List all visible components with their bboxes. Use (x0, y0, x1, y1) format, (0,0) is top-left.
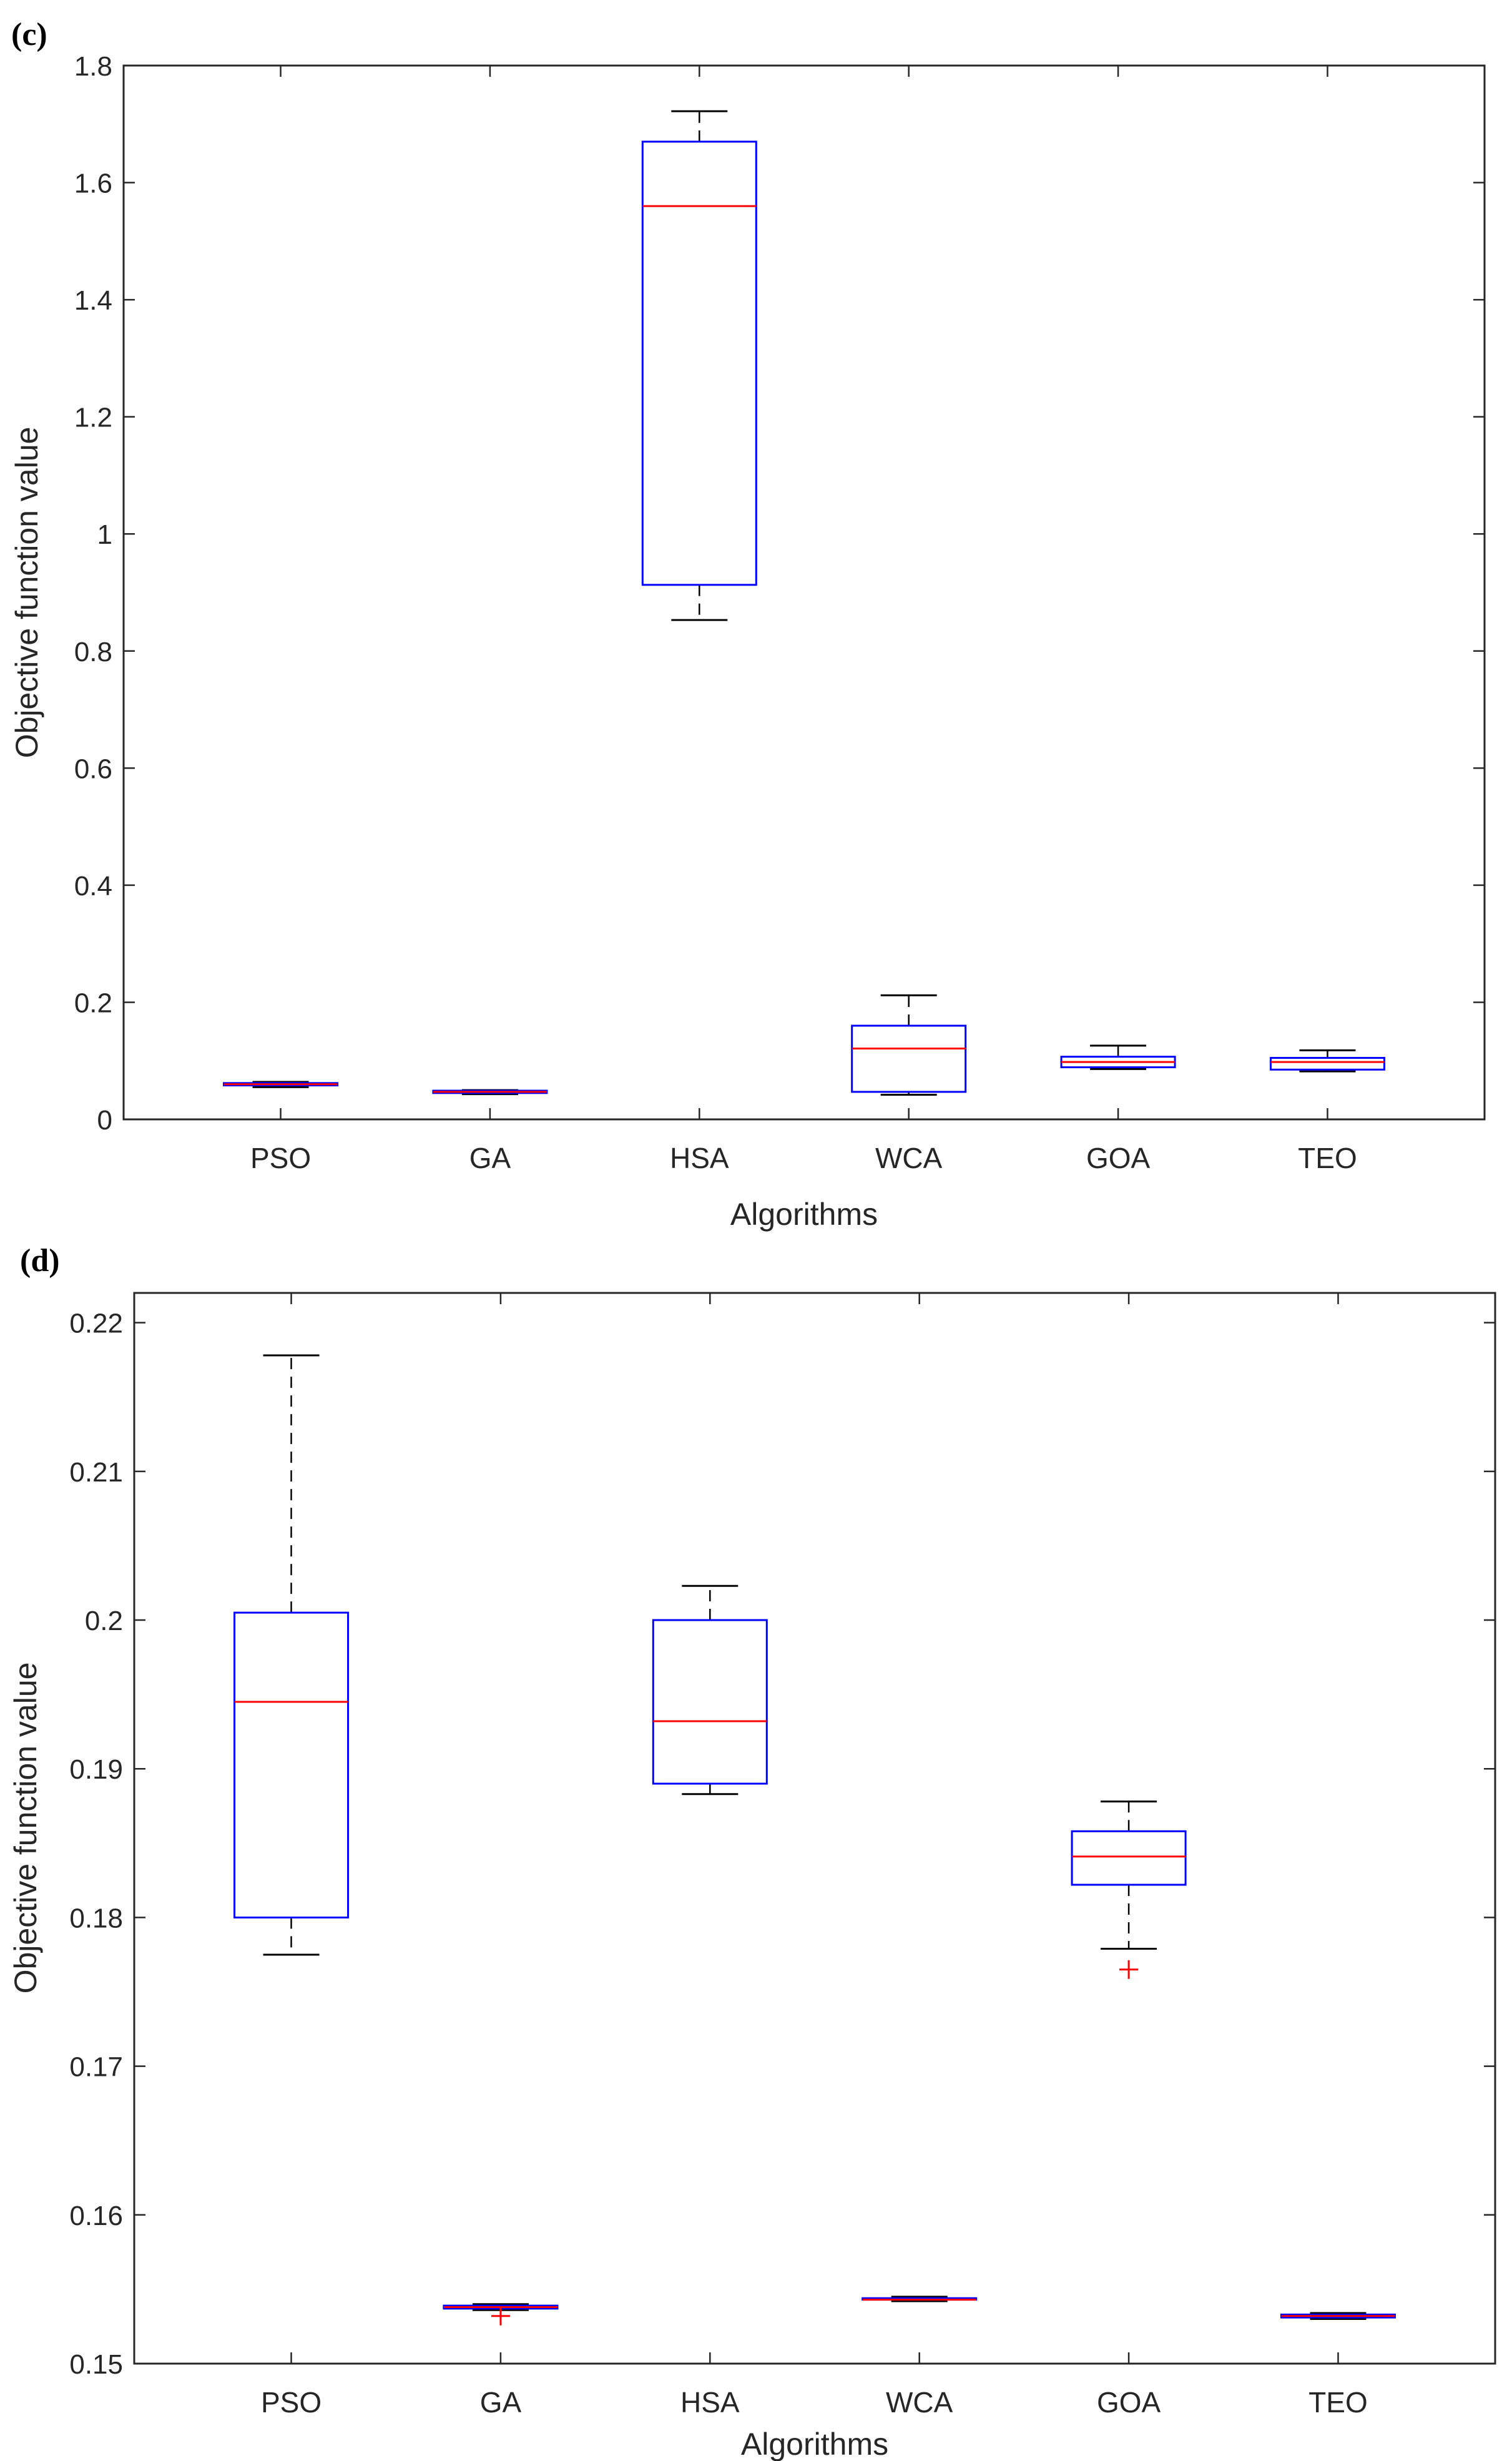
outlier-marker (1119, 1960, 1139, 1979)
y-tick-label-d: 0.21 (69, 1457, 123, 1488)
y-tick-label-c: 0.6 (74, 754, 112, 784)
box-pso-c (223, 1081, 339, 1088)
iqr-box (1071, 1830, 1187, 1886)
chart-panel-d: (d) 0.15 0.16 0.17 0.18 0.19 0.2 0.21 0.22 PSO GA… (8, 1243, 1496, 2461)
y-tick-label-d: 0.16 (69, 2201, 123, 2231)
y-axis-label-d: Objective function value (8, 1663, 43, 1994)
x-tick-label-d: GA (480, 2386, 522, 2419)
box-wca-c (851, 994, 967, 1096)
x-tick-label-d: TEO (1308, 2386, 1368, 2419)
box-goa-c (1060, 1044, 1176, 1070)
axes-frame-c (122, 64, 1486, 1121)
y-tick-label-d: 0.15 (69, 2349, 123, 2380)
iqr-box (851, 1024, 967, 1093)
y-tick-label-d: 0.18 (69, 1903, 123, 1933)
box-goa-d (1071, 1800, 1187, 1979)
x-tick-label-d: WCA (886, 2386, 953, 2419)
y-tick-label-d: 0.2 (85, 1606, 123, 1636)
box-teo-d (1280, 2312, 1396, 2321)
x-tick-label-c: GA (469, 1142, 511, 1174)
x-tick-label-c: HSA (670, 1142, 729, 1174)
x-axis-label-d: Algorithms (741, 2427, 888, 2461)
iqr-box (233, 1611, 350, 1918)
y-tick-label-c: 1 (97, 519, 112, 550)
y-tick-label-c: 0.2 (74, 988, 112, 1018)
x-tick-label-c: TEO (1298, 1142, 1357, 1174)
y-axis-label-c: Objective function value (9, 427, 44, 759)
box-wca-d (862, 2296, 978, 2302)
x-tick-label-c: GOA (1086, 1142, 1151, 1174)
y-tick-label-c: 0.8 (74, 637, 112, 667)
x-tick-label-c: PSO (250, 1142, 311, 1174)
y-tick-label-c: 0 (97, 1105, 112, 1136)
y-tick-label-c: 0.4 (74, 871, 112, 901)
y-tick-label-c: 1.8 (74, 51, 112, 82)
box-hsa-c (641, 110, 757, 621)
box-ga-c (432, 1089, 548, 1096)
panel-label-d: (d) (20, 1243, 60, 1279)
iqr-box (641, 140, 757, 586)
axes-frame-d (133, 1292, 1496, 2365)
y-tick-label-c: 1.4 (74, 285, 112, 316)
box-ga-d (443, 2303, 559, 2326)
iqr-box (652, 1619, 768, 1785)
x-tick-label-d: GOA (1097, 2386, 1161, 2419)
x-tick-label-d: PSO (261, 2386, 322, 2419)
x-tick-label-c: WCA (875, 1142, 943, 1174)
outlier-marker (491, 2306, 510, 2326)
box-hsa-d (652, 1584, 768, 1795)
y-tick-label-d: 0.22 (69, 1309, 123, 1339)
iqr-box (1269, 1057, 1385, 1071)
box-teo-c (1269, 1049, 1385, 1073)
x-axis-label-c: Algorithms (730, 1197, 878, 1232)
chart-panel-c: (c) 0 0.2 0.4 0.6 0.8 1 1.2 1.4 1.6 1.8 PSO GA HSA WC… (9, 17, 1486, 1232)
y-tick-label-d: 0.17 (69, 2052, 123, 2083)
y-tick-label-d: 0.19 (69, 1754, 123, 1785)
y-tick-label-c: 1.2 (74, 403, 112, 433)
box-pso-d (233, 1354, 350, 1956)
y-tick-label-c: 1.6 (74, 169, 112, 199)
x-tick-label-d: HSA (680, 2386, 740, 2419)
panel-label-c: (c) (11, 17, 47, 52)
